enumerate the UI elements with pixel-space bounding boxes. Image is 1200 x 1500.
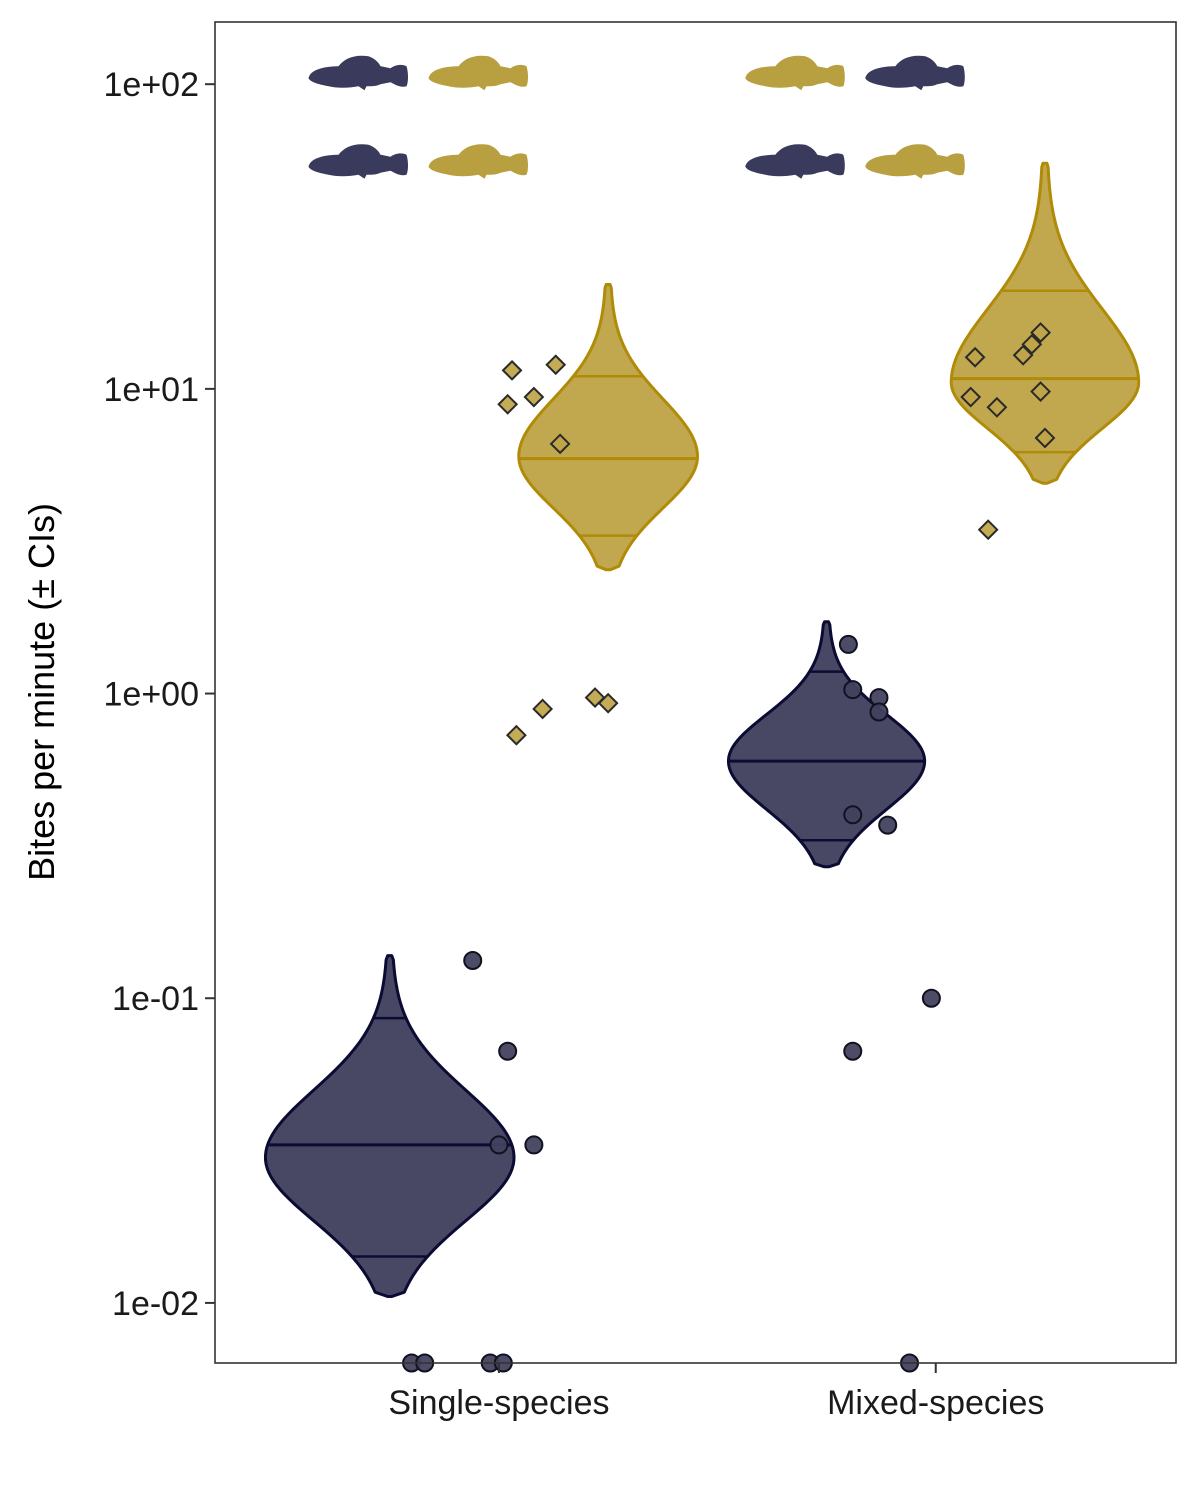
data-point-gold bbox=[523, 386, 545, 408]
data-point-gold bbox=[597, 692, 619, 714]
y-tick-label: 1e-01 bbox=[112, 980, 199, 1018]
data-point-gold bbox=[986, 396, 1008, 418]
data-point-dark bbox=[843, 1041, 863, 1061]
fish-silhouette-icon bbox=[308, 55, 408, 91]
x-tick-label: Single-species bbox=[388, 1384, 609, 1422]
fish-silhouette-icon bbox=[428, 55, 528, 91]
data-point-dark bbox=[843, 805, 863, 825]
data-point-gold bbox=[545, 354, 567, 376]
y-tick-label: 1e+01 bbox=[104, 371, 200, 409]
y-axis-title: Bites per minute (± CIs) bbox=[21, 503, 62, 881]
y-tick-label: 1e+02 bbox=[104, 66, 200, 104]
violin-gold-0 bbox=[517, 283, 699, 572]
data-point-gold bbox=[505, 724, 527, 746]
fish-silhouette-icon bbox=[865, 144, 965, 179]
data-point-dark bbox=[869, 702, 889, 722]
data-point-gold bbox=[584, 687, 606, 708]
data-point-gold bbox=[501, 359, 523, 381]
data-point-gold bbox=[1034, 427, 1056, 449]
x-tick-label: Mixed-species bbox=[827, 1384, 1044, 1422]
data-point-dark bbox=[838, 634, 858, 654]
data-point-dark bbox=[524, 1135, 544, 1155]
fish-silhouette-icon bbox=[745, 55, 845, 91]
plot-area bbox=[263, 55, 1141, 1373]
data-point-gold bbox=[1021, 333, 1043, 355]
data-point-gold bbox=[497, 393, 519, 415]
fish-silhouette-icon bbox=[745, 144, 845, 179]
y-tick-label: 1e-02 bbox=[112, 1285, 199, 1323]
data-point-gold bbox=[532, 698, 554, 720]
y-tick-label: 1e+00 bbox=[104, 676, 200, 714]
data-point-gold bbox=[1030, 381, 1052, 402]
data-point-gold bbox=[1030, 322, 1052, 344]
data-point-gold bbox=[549, 433, 571, 455]
data-point-dark bbox=[878, 815, 898, 835]
data-point-gold bbox=[964, 346, 986, 368]
plot-panel-border bbox=[214, 21, 1177, 1364]
data-point-gold bbox=[977, 519, 999, 541]
data-point-gold bbox=[960, 386, 982, 408]
fish-silhouette-icon bbox=[428, 144, 528, 179]
data-point-gold bbox=[1012, 344, 1034, 366]
data-point-dark bbox=[463, 950, 483, 970]
data-point-dark bbox=[843, 680, 863, 700]
violin-dark-1 bbox=[726, 620, 927, 869]
violin-dark-0 bbox=[263, 954, 516, 1298]
fish-silhouette-icon bbox=[308, 144, 408, 179]
x-axis: Single-species Mixed-species bbox=[388, 1363, 1044, 1422]
y-axis: 1e-02 1e-01 1e+00 1e+01 1e+02 bbox=[104, 66, 215, 1323]
data-point-dark bbox=[498, 1041, 518, 1061]
data-point-dark bbox=[489, 1135, 509, 1155]
fish-silhouette-icon bbox=[865, 55, 965, 91]
data-point-dark bbox=[921, 988, 941, 1008]
